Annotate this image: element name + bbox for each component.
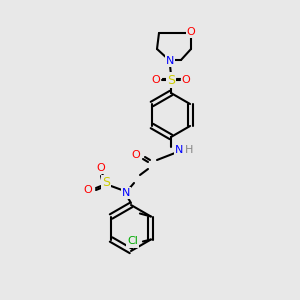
Text: O: O (182, 75, 190, 85)
Text: N: N (166, 56, 174, 66)
Text: Cl: Cl (128, 236, 138, 247)
Text: N: N (175, 145, 183, 155)
Text: O: O (97, 163, 105, 173)
Text: S: S (167, 74, 175, 86)
Text: O: O (152, 75, 160, 85)
Text: O: O (187, 27, 195, 37)
Text: O: O (132, 150, 140, 160)
Text: H: H (185, 145, 193, 155)
Text: S: S (102, 176, 110, 190)
Text: N: N (122, 188, 130, 198)
Text: O: O (84, 185, 92, 195)
